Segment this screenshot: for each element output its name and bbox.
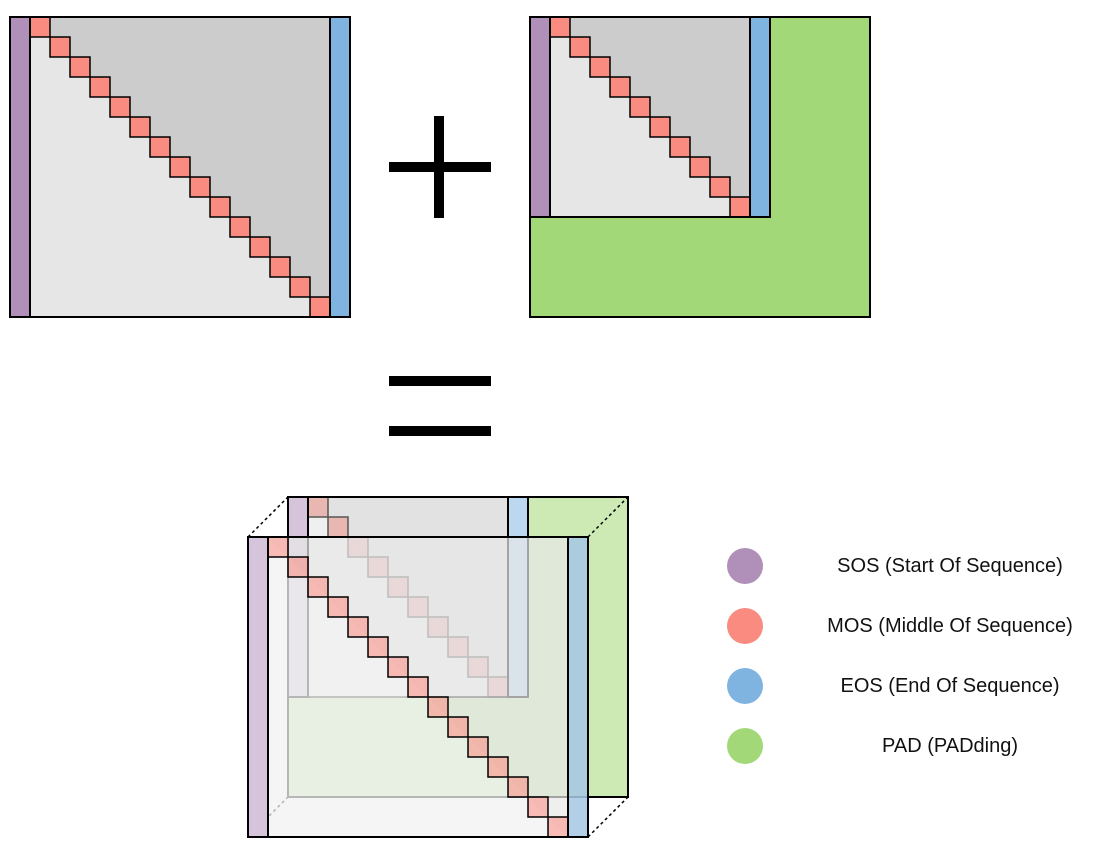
matrix-full-mos-cell — [249, 236, 271, 258]
mos-swatch-icon — [727, 608, 763, 644]
plus-icon — [389, 116, 491, 218]
matrix-padded-eos-column — [749, 16, 771, 218]
matrix-padded-sos-column — [529, 16, 551, 218]
matrix-full-mos-cell — [49, 36, 71, 58]
legend-label-pad: PAD (PADding) — [882, 735, 1018, 757]
stack-back-mos-cell — [307, 496, 329, 518]
matrix-full-mos-cell — [169, 156, 191, 178]
stack-front-mos-cell — [527, 796, 549, 818]
eos-swatch-icon — [727, 668, 763, 704]
stack-front-mos-cell — [267, 536, 289, 558]
legend-item-sos: SOS (Start Of Sequence) — [727, 548, 1063, 584]
legend-item-mos: MOS (Middle Of Sequence) — [727, 608, 1073, 644]
matrix-padded-mos-cell — [589, 56, 611, 78]
matrix-full-mos-cell — [209, 196, 231, 218]
matrix-padded-mos-cell — [609, 76, 631, 98]
legend-label-eos: EOS (End Of Sequence) — [840, 675, 1059, 697]
legend-item-pad: PAD (PADding) — [727, 728, 1018, 764]
stack-front-diagonal — [267, 536, 569, 838]
stack-front-mos-cell — [507, 776, 529, 798]
matrix-full-mos-cell — [269, 256, 291, 278]
matrix-full-mos-cell — [149, 136, 171, 158]
matrix-padded-mos-cell — [709, 176, 731, 198]
matrix-full-mos-cell — [29, 16, 51, 38]
stack-front-mos-cell — [367, 636, 389, 658]
matrix-padded-mos-cell — [689, 156, 711, 178]
stack-front-mos-cell — [307, 576, 329, 598]
legend-item-eos: EOS (End Of Sequence) — [727, 668, 1060, 704]
stack-front-mos-cell — [467, 736, 489, 758]
stack-front-mos-cell — [447, 716, 469, 738]
sos-swatch-icon — [727, 548, 763, 584]
stack-back-mos-cell — [327, 516, 349, 538]
stack-front-mos-cell — [547, 816, 569, 838]
matrix-full-mos-cell — [109, 96, 131, 118]
pad-swatch-icon — [727, 728, 763, 764]
stack-front-mos-cell — [427, 696, 449, 718]
matrix-padded-outline — [529, 16, 871, 318]
stack-front-mos-cell — [387, 656, 409, 678]
matrix-full-mos-cell — [309, 296, 331, 318]
matrix-full-mos-cell — [129, 116, 151, 138]
legend-label-mos: MOS (Middle Of Sequence) — [827, 615, 1073, 637]
matrix-full-mos-cell — [89, 76, 111, 98]
matrix-full-mos-cell — [229, 216, 251, 238]
legend-label-sos: SOS (Start Of Sequence) — [837, 555, 1063, 577]
matrix-full-outline — [9, 16, 351, 318]
matrix-padded-mos-cell — [729, 196, 751, 218]
stacked-batch-tensor — [247, 496, 629, 838]
matrix-full-sequence — [9, 16, 351, 318]
matrix-full-mos-cell — [189, 176, 211, 198]
stack-front-mos-cell — [327, 596, 349, 618]
stack-front-mos-cell — [287, 556, 309, 578]
matrix-padded-mos-cell — [669, 136, 691, 158]
matrix-full-mos-cell — [289, 276, 311, 298]
stack-front-mos-cell — [347, 616, 369, 638]
stack-front-layer — [247, 536, 589, 838]
equals-icon — [389, 376, 491, 436]
matrix-full-diagonal — [29, 16, 331, 318]
matrix-padded-diagonal — [549, 16, 751, 218]
stack-front-mos-cell — [487, 756, 509, 778]
matrix-padded-sequence — [529, 16, 871, 318]
matrix-full-sos-column — [9, 16, 31, 318]
matrix-padded-mos-cell — [629, 96, 651, 118]
matrix-padded-mos-cell — [649, 116, 671, 138]
matrix-full-mos-cell — [69, 56, 91, 78]
matrix-full-eos-column — [329, 16, 351, 318]
matrix-padded-mos-cell — [569, 36, 591, 58]
matrix-padded-mos-cell — [549, 16, 571, 38]
stack-front-mos-cell — [407, 676, 429, 698]
legend: SOS (Start Of Sequence) MOS (Middle Of S… — [727, 548, 1073, 764]
